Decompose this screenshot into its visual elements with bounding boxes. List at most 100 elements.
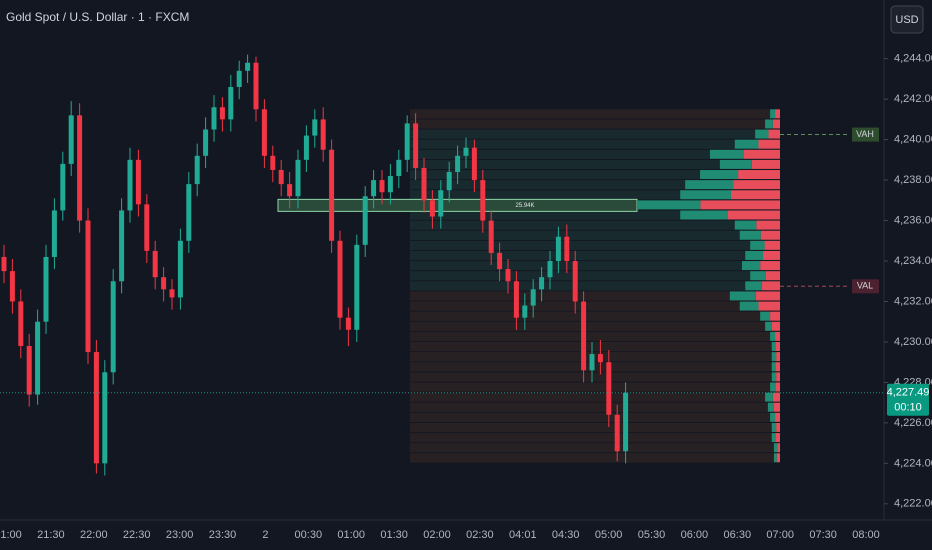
profile-band <box>410 159 780 170</box>
profile-buy <box>773 443 778 453</box>
x-tick-label: 21:00 <box>0 529 22 541</box>
profile-sell <box>775 433 780 443</box>
profile-band <box>410 301 780 311</box>
profile-sell <box>775 412 780 422</box>
candle-body <box>236 70 242 88</box>
y-tick-label: 4,226.00 <box>894 417 932 429</box>
profile-sell <box>743 149 780 159</box>
candle-body <box>564 236 570 262</box>
candle-body <box>446 171 452 191</box>
profile-buy <box>729 291 756 301</box>
profile-sell <box>775 362 780 372</box>
x-tick-label: 23:00 <box>166 529 194 541</box>
profile-sell <box>775 109 780 119</box>
profile-buy <box>734 139 759 149</box>
candle-body <box>253 62 259 110</box>
y-tick-label: 4,238.00 <box>894 174 932 186</box>
currency-label[interactable]: USD <box>895 14 918 26</box>
candle-body <box>186 184 192 241</box>
profile-buy <box>755 129 769 139</box>
candle-body <box>312 119 318 136</box>
candle-body <box>43 256 49 322</box>
candle-body <box>581 301 587 371</box>
y-tick-label: 4,222.00 <box>894 498 932 510</box>
candle-body <box>211 107 217 130</box>
profile-buy <box>771 352 777 362</box>
profile-buy <box>750 271 766 281</box>
profile-band <box>410 362 780 372</box>
x-tick-label: 21:30 <box>37 529 65 541</box>
candle-body <box>362 196 368 245</box>
profile-buy <box>760 311 771 321</box>
candle-body <box>337 240 343 318</box>
profile-sell <box>771 321 780 331</box>
profile-band <box>410 412 780 423</box>
val-label: VAL <box>857 281 873 291</box>
profile-band <box>410 433 780 443</box>
profile-sell <box>775 342 780 352</box>
candle-body <box>295 159 301 197</box>
x-tick-label: 07:00 <box>766 529 794 541</box>
candle-body <box>539 277 545 290</box>
x-tick-label: 08:00 <box>852 529 880 541</box>
candle-body <box>589 354 595 371</box>
candle-body <box>530 289 536 306</box>
currency-button[interactable] <box>890 5 924 34</box>
x-tick-label: 05:00 <box>595 529 623 541</box>
candle-body <box>354 244 360 330</box>
x-tick-label: 06:00 <box>681 529 709 541</box>
x-tick-label: 06:30 <box>724 529 752 541</box>
candle-body <box>144 204 150 251</box>
profile-sell <box>762 250 780 260</box>
candle-body <box>177 240 183 298</box>
profile-buy <box>765 119 773 129</box>
candle-body <box>572 261 578 302</box>
candle-body <box>505 269 511 282</box>
y-tick-label: 4,230.00 <box>894 336 932 348</box>
profile-sell <box>776 352 780 362</box>
profile-buy <box>750 240 765 250</box>
profile-sell <box>772 119 780 129</box>
candle-body <box>93 352 99 464</box>
profile-band <box>410 139 780 149</box>
candle-body <box>303 135 309 160</box>
y-tick-label: 4,240.00 <box>894 134 932 146</box>
profile-buy <box>700 170 739 180</box>
candle-body <box>320 119 326 150</box>
candle-body <box>480 180 486 221</box>
candle-body <box>35 321 41 395</box>
candle-body <box>102 372 108 464</box>
x-tick-label: 05:30 <box>638 529 666 541</box>
last-price-label: 4,227.49 <box>887 387 930 399</box>
profile-sell <box>776 422 780 432</box>
x-tick-label: 22:00 <box>80 529 108 541</box>
profile-sell <box>776 453 780 463</box>
candle-body <box>555 236 561 262</box>
profile-sell <box>751 159 780 169</box>
profile-band <box>410 220 780 230</box>
x-tick-label: 02:00 <box>423 529 451 541</box>
profile-band <box>410 331 780 342</box>
candle-body <box>404 123 410 160</box>
candle-body <box>287 184 293 197</box>
profile-buy <box>773 453 777 463</box>
x-tick-label: 07:30 <box>809 529 837 541</box>
candle-body <box>471 147 477 181</box>
profile-buy <box>771 362 776 372</box>
candle-body <box>18 301 24 346</box>
profile-band <box>410 180 780 190</box>
profile-buy <box>734 220 757 230</box>
candle-body <box>26 345 32 395</box>
candle-body <box>606 362 612 415</box>
profile-buy <box>765 321 772 331</box>
y-tick-label: 4,232.00 <box>894 295 932 307</box>
profile-buy <box>739 301 759 311</box>
profile-band <box>410 261 780 271</box>
profile-buy <box>767 402 774 412</box>
candle-body <box>522 305 528 318</box>
profile-sell <box>758 139 780 149</box>
candle-body <box>85 220 91 353</box>
profile-buy <box>770 412 776 422</box>
candle-body <box>119 210 125 282</box>
